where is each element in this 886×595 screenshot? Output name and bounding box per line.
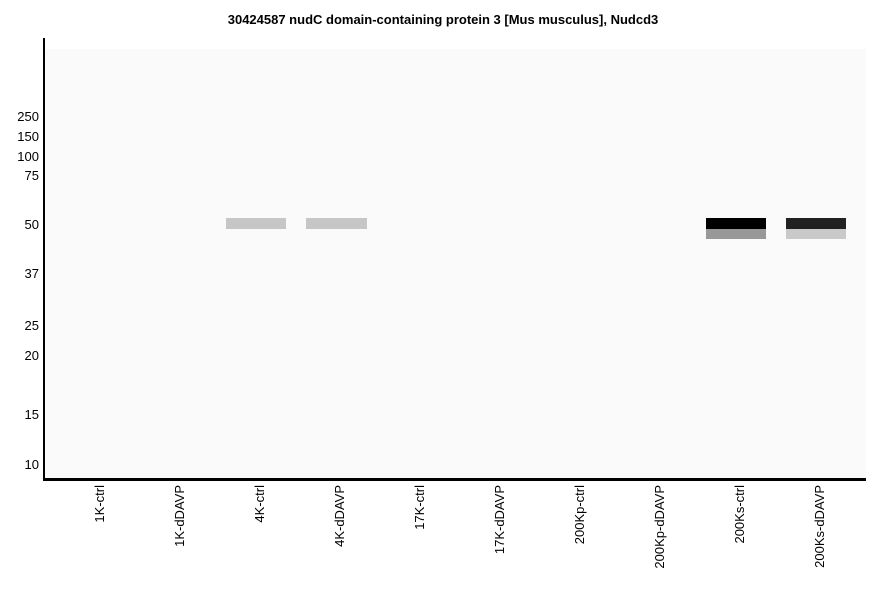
y-tick-label: 50 xyxy=(24,217,39,232)
y-tick-label: 100 xyxy=(17,149,39,164)
lane-label: 1K-dDAVP xyxy=(172,485,187,547)
blot-band xyxy=(706,229,766,239)
lane-label: 200Ks-dDAVP xyxy=(812,485,827,568)
y-tick-label: 150 xyxy=(17,129,39,144)
blot-band xyxy=(786,218,846,229)
lane-label: 17K-dDAVP xyxy=(492,485,507,555)
y-tick-label: 10 xyxy=(24,457,39,472)
chart-title: 30424587 nudC domain-containing protein … xyxy=(227,12,659,27)
blot-band xyxy=(226,218,286,229)
y-tick-label: 37 xyxy=(24,266,39,281)
y-tick-label: 250 xyxy=(17,109,39,124)
y-tick-label: 20 xyxy=(24,348,39,363)
lane-label: 200Kp-ctrl xyxy=(572,485,587,545)
y-tick-label: 15 xyxy=(24,407,39,422)
x-axis-line xyxy=(43,478,866,481)
y-tick-label: 75 xyxy=(24,168,39,183)
lane-label: 17K-ctrl xyxy=(412,485,427,530)
lane-label: 200Kp-dDAVP xyxy=(652,485,667,569)
y-axis-line xyxy=(43,38,45,481)
lane-label: 1K-ctrl xyxy=(92,485,107,523)
lane-label: 4K-dDAVP xyxy=(332,485,347,547)
lane-label: 200Ks-ctrl xyxy=(732,485,747,544)
y-tick-label: 25 xyxy=(24,318,39,333)
blot-band xyxy=(706,218,766,229)
plot-area xyxy=(45,49,866,478)
lane-label: 4K-ctrl xyxy=(252,485,267,523)
blot-band xyxy=(786,229,846,239)
blot-band xyxy=(306,218,367,229)
